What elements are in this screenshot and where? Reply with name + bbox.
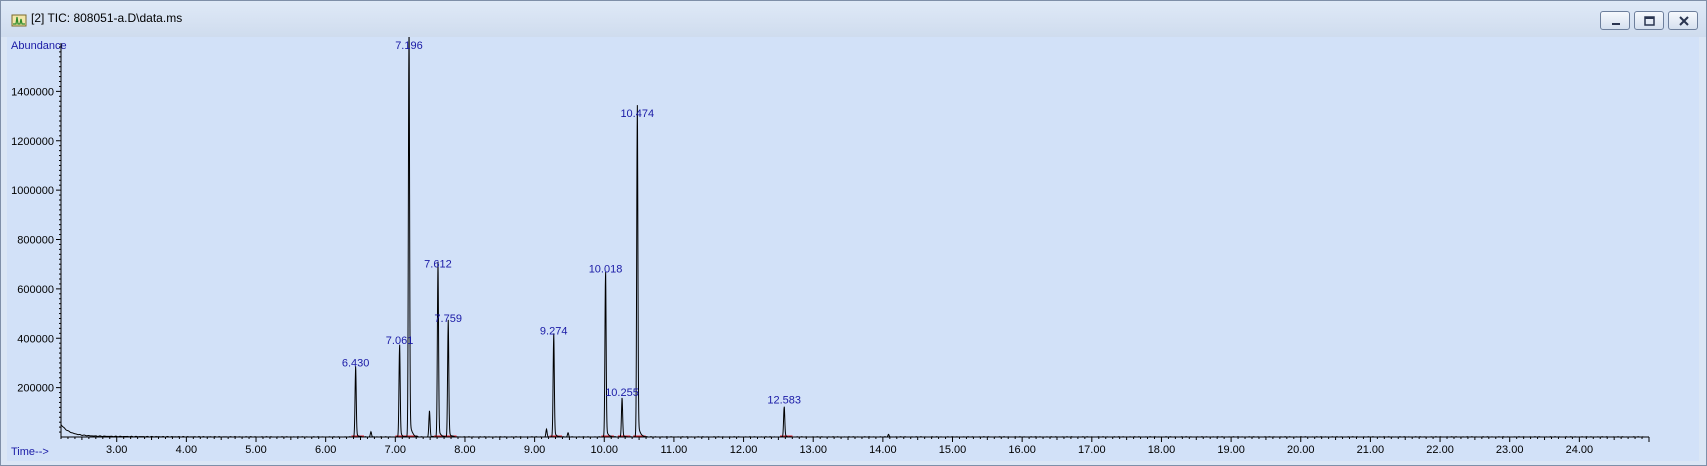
close-icon (1679, 16, 1689, 26)
x-tick-label: 10.00 (590, 444, 618, 456)
chromatogram-app-icon (11, 14, 27, 27)
x-tick-label: 16.00 (1008, 444, 1036, 456)
x-tick-label: 14.00 (869, 444, 897, 456)
y-tick-label: 1400000 (11, 86, 54, 98)
x-tick-label: 5.00 (245, 444, 266, 456)
y-axis-ticks: 200000 400000 600000 800000 1000000 1200000 14… (11, 46, 61, 433)
peak-label: 7.196 (395, 40, 423, 52)
peak-label: 7.061 (386, 335, 414, 347)
restore-icon (1644, 16, 1655, 26)
title-bar[interactable]: [2] TIC: 808051-a.D\data.ms (1, 1, 1706, 37)
peak-label: 12.583 (767, 394, 801, 406)
y-axis-title: Abundance (11, 40, 67, 52)
x-tick-label: 8.00 (454, 444, 475, 456)
y-tick-label: 400000 (17, 333, 54, 345)
x-tick-label: 19.00 (1217, 444, 1245, 456)
x-axis-ticks: 3.00 4.00 5.00 6.00 7.00 8.00 9.00 10.00 11.00 12… (60, 437, 1650, 456)
x-tick-label: 21.00 (1357, 444, 1385, 456)
x-tick-label: 23.00 (1496, 444, 1524, 456)
window-title: [2] TIC: 808051-a.D\data.ms (31, 11, 183, 25)
x-tick-label: 12.00 (730, 444, 758, 456)
chromatogram-plot-area[interactable]: Abundance Time--> 200000 400000 600000 8000… (7, 37, 1699, 461)
x-tick-label: 9.00 (524, 444, 545, 456)
y-tick-label: 800000 (17, 235, 54, 247)
tic-chromatogram-chart[interactable]: Abundance Time--> 200000 400000 600000 8000… (7, 37, 1699, 461)
y-tick-label: 1000000 (11, 185, 54, 197)
x-tick-label: 4.00 (176, 444, 197, 456)
peak-label: 10.474 (620, 108, 654, 120)
peak-label: 7.759 (434, 313, 462, 325)
x-axis-title: Time--> (11, 446, 49, 458)
peak-label: 9.274 (540, 325, 568, 337)
y-tick-label: 600000 (17, 284, 54, 296)
peak-label: 10.255 (605, 387, 639, 399)
tic-trace-line (60, 37, 1649, 438)
close-button[interactable] (1668, 11, 1698, 30)
x-tick-label: 22.00 (1426, 444, 1454, 456)
x-tick-label: 18.00 (1148, 444, 1176, 456)
x-tick-label: 17.00 (1078, 444, 1106, 456)
x-tick-label: 3.00 (106, 444, 127, 456)
y-tick-label: 200000 (17, 383, 54, 395)
peak-label: 6.430 (342, 357, 370, 369)
minimize-button[interactable] (1600, 11, 1630, 30)
x-tick-label: 20.00 (1287, 444, 1315, 456)
y-tick-label: 1200000 (11, 136, 54, 148)
x-tick-label: 11.00 (661, 444, 688, 456)
x-tick-label: 15.00 (939, 444, 967, 456)
x-tick-label: 7.00 (385, 444, 406, 456)
minimize-icon (1612, 23, 1620, 25)
x-tick-label: 6.00 (315, 444, 336, 456)
x-tick-label: 24.00 (1566, 444, 1594, 456)
x-tick-label: 13.00 (799, 444, 827, 456)
peak-labels: 6.430 7.061 7.196 7.612 7.759 9.274 10.018 10.2… (342, 40, 801, 406)
peak-label: 7.612 (424, 259, 452, 271)
chart-axes (60, 43, 1649, 438)
maximize-button[interactable] (1634, 11, 1664, 30)
peak-label: 10.018 (589, 264, 623, 276)
